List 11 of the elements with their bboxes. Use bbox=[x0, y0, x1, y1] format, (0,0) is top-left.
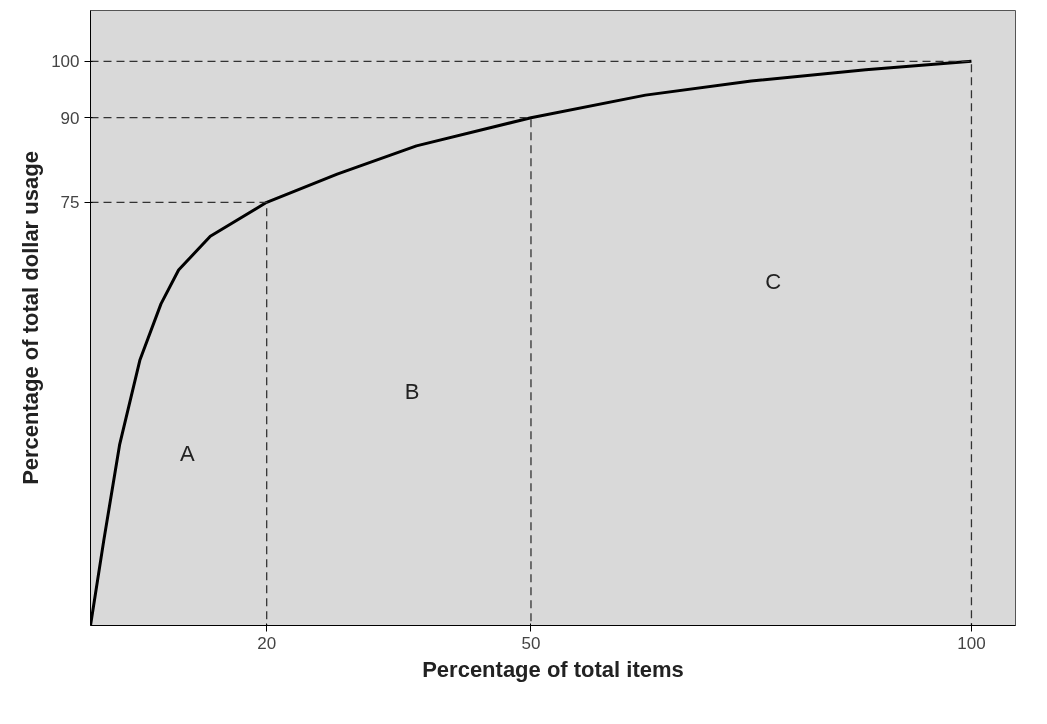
annotation: A bbox=[180, 440, 196, 466]
annotation: B bbox=[404, 379, 420, 405]
y-tick-label: 75 bbox=[60, 193, 80, 213]
x-tick-label: 50 bbox=[521, 633, 541, 653]
annotation: C bbox=[765, 268, 782, 294]
y-axis-title: Percentage of total dollar usage bbox=[18, 151, 44, 485]
y-tick-label: 90 bbox=[60, 108, 80, 128]
y-tick-label: 100 bbox=[51, 52, 80, 72]
x-tick-label: 100 bbox=[957, 633, 986, 653]
x-tick-label: 20 bbox=[257, 633, 277, 653]
x-axis-title: Percentage of total items bbox=[422, 656, 684, 682]
